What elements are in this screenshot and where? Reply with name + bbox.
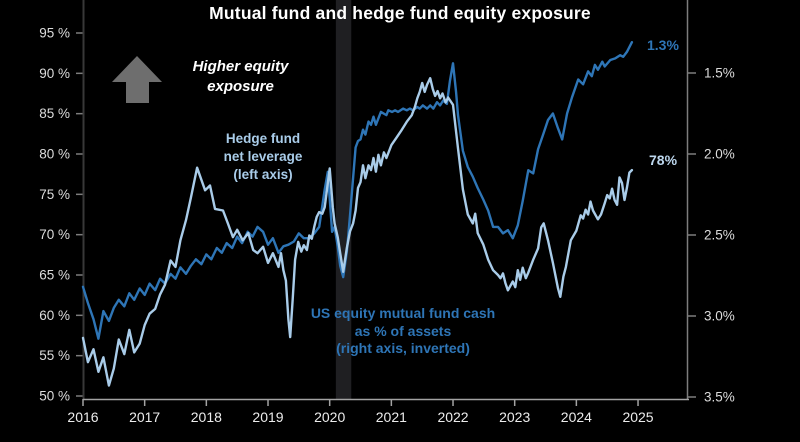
mutual-fund-cash-line xyxy=(81,41,634,340)
x-axis-year-label: 2024 xyxy=(561,409,592,425)
up-arrow-icon xyxy=(112,56,162,103)
x-axis-year-label: 2023 xyxy=(499,409,530,425)
higher-equity-exposure-annotation: Higher equity exposure xyxy=(192,58,289,95)
recession-band xyxy=(335,0,352,399)
left-axis-tick-label: 75 % xyxy=(39,187,70,202)
left-axis-tick-label: 55 % xyxy=(39,348,70,363)
x-axis-year-label: 2025 xyxy=(622,409,653,425)
left-axis-tick-label: 95 % xyxy=(39,26,70,41)
left-axis-tick-label: 90 % xyxy=(39,66,70,81)
left-axis-tick-label: 65 % xyxy=(39,268,70,283)
hedge-series-end-value-label: 78% xyxy=(649,152,678,168)
x-axis-year-label: 2017 xyxy=(129,409,160,425)
x-axis-year-label: 2016 xyxy=(67,409,98,425)
left-axis-tick-label: 85 % xyxy=(39,106,70,121)
chart-title: Mutual fund and hedge fund equity exposu… xyxy=(209,3,591,23)
x-axis-year-label: 2019 xyxy=(252,409,283,425)
left-axis-tick-label: 70 % xyxy=(39,227,70,242)
right-axis-tick-label: 1.5% xyxy=(704,66,735,81)
left-axis-tick-label: 60 % xyxy=(39,308,70,323)
cash-series-end-value-label: 1.3% xyxy=(647,37,679,53)
left-axis-tick-label: 50 % xyxy=(39,389,70,404)
mutual-fund-cash-series-annotation: US equity mutual fund cash as % of asset… xyxy=(310,305,496,356)
x-axis-year-label: 2018 xyxy=(191,409,222,425)
right-axis-tick-label: 2.5% xyxy=(704,228,735,243)
right-axis-tick-label: 3.5% xyxy=(704,390,735,405)
left-axis-tick-label: 80 % xyxy=(39,147,70,162)
x-axis-year-label: 2022 xyxy=(437,409,468,425)
right-axis-tick-label: 2.0% xyxy=(704,147,735,162)
hedge-fund-series-annotation: Hedge fund net leverage (left axis) xyxy=(223,131,303,182)
x-axis-year-label: 2020 xyxy=(314,409,345,425)
hedge-fund-net-leverage-line xyxy=(81,76,634,387)
x-axis-year-label: 2021 xyxy=(376,409,407,425)
right-axis-tick-label: 3.0% xyxy=(704,309,735,324)
